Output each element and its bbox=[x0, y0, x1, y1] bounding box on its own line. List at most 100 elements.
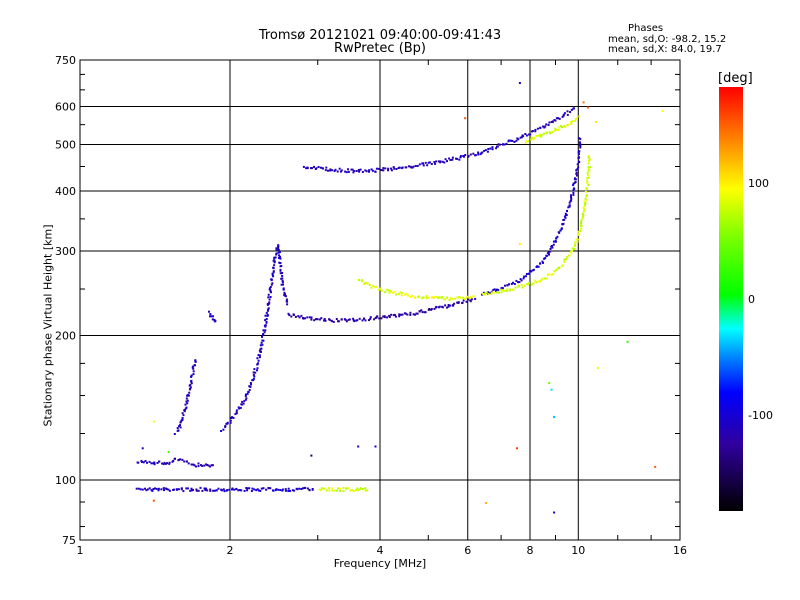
echo-point bbox=[421, 311, 424, 314]
echo-point bbox=[207, 464, 210, 467]
echo-point bbox=[328, 318, 331, 321]
echo-point bbox=[306, 316, 309, 319]
echo-point bbox=[342, 487, 345, 489]
echo-point bbox=[380, 289, 383, 292]
echo-point bbox=[661, 110, 664, 112]
echo-point bbox=[505, 142, 508, 145]
echo-point bbox=[574, 118, 577, 121]
echo-point bbox=[260, 347, 263, 350]
echo-point bbox=[192, 373, 195, 376]
echo-point bbox=[459, 296, 462, 299]
echo-point bbox=[181, 458, 184, 461]
echo-point bbox=[492, 291, 495, 294]
echo-point bbox=[220, 430, 223, 432]
echo-point bbox=[298, 487, 301, 490]
echo-point bbox=[586, 172, 589, 175]
echo-point bbox=[272, 270, 275, 273]
echo-point bbox=[481, 293, 484, 296]
echo-point bbox=[586, 181, 589, 184]
echo-point bbox=[330, 319, 333, 322]
echo-point bbox=[448, 157, 451, 160]
echo-point bbox=[177, 488, 180, 491]
echo-point bbox=[463, 155, 465, 158]
echo-point bbox=[562, 222, 565, 225]
echo-point bbox=[444, 298, 447, 301]
echo-point bbox=[249, 386, 252, 388]
echo-point bbox=[269, 296, 272, 298]
echo-point bbox=[355, 319, 358, 322]
echo-point bbox=[242, 402, 245, 405]
echo-point bbox=[586, 106, 589, 109]
echo-point bbox=[524, 275, 527, 278]
echo-point bbox=[457, 301, 460, 304]
echo-point bbox=[553, 129, 556, 132]
echo-point bbox=[401, 292, 404, 294]
echo-point bbox=[503, 143, 506, 146]
echo-point bbox=[424, 161, 427, 164]
echo-point bbox=[539, 133, 541, 136]
echo-point bbox=[444, 158, 447, 161]
echo-point bbox=[563, 259, 566, 262]
echo-point bbox=[246, 487, 249, 490]
echo-point bbox=[584, 203, 587, 206]
echo-point bbox=[286, 300, 289, 303]
echo-point bbox=[331, 489, 334, 492]
echo-point bbox=[469, 153, 472, 156]
echo-point bbox=[141, 461, 143, 463]
echo-point bbox=[370, 168, 373, 171]
echo-point bbox=[239, 406, 242, 409]
echo-point bbox=[206, 489, 209, 492]
echo-point bbox=[237, 406, 240, 409]
echo-point bbox=[414, 296, 417, 299]
echo-point bbox=[583, 204, 586, 207]
echo-point bbox=[398, 313, 401, 316]
echo-point bbox=[347, 318, 350, 321]
echo-point bbox=[168, 489, 171, 492]
echo-point bbox=[572, 191, 575, 194]
echo-point bbox=[352, 490, 355, 492]
echo-point bbox=[250, 383, 252, 386]
echo-point bbox=[495, 288, 498, 291]
echo-point bbox=[308, 316, 311, 319]
echo-point bbox=[566, 113, 569, 116]
echo-point bbox=[358, 170, 361, 173]
echo-point bbox=[214, 489, 216, 492]
phase-colorbar bbox=[719, 87, 743, 511]
echo-point bbox=[580, 224, 583, 227]
echo-point bbox=[371, 169, 374, 172]
echo-point bbox=[483, 293, 486, 296]
echo-point bbox=[250, 490, 253, 492]
echo-point bbox=[192, 370, 195, 373]
stats-o-line: mean, sd,O: -98.2, 15.2 bbox=[608, 34, 727, 45]
echo-point bbox=[267, 308, 270, 311]
echo-point bbox=[469, 300, 472, 303]
echo-point bbox=[327, 487, 330, 490]
y-tick-label: 500 bbox=[55, 139, 76, 152]
echo-point bbox=[337, 320, 340, 323]
echo-point bbox=[209, 313, 212, 316]
echo-point bbox=[559, 229, 562, 232]
echo-point bbox=[474, 154, 477, 157]
echo-point bbox=[569, 111, 572, 113]
echo-point bbox=[339, 490, 342, 492]
echo-point bbox=[337, 487, 340, 490]
echo-point bbox=[223, 490, 226, 493]
echo-point bbox=[570, 199, 573, 202]
echo-point bbox=[361, 171, 364, 173]
echo-point bbox=[487, 293, 490, 296]
echo-point bbox=[246, 392, 249, 395]
echo-point bbox=[525, 134, 528, 137]
echo-point bbox=[424, 311, 427, 314]
echo-point bbox=[330, 487, 333, 490]
echo-point bbox=[264, 319, 267, 322]
echo-point bbox=[406, 313, 409, 316]
echo-point bbox=[304, 317, 306, 320]
echo-point bbox=[284, 295, 287, 298]
echo-point bbox=[235, 409, 238, 412]
echo-point bbox=[339, 170, 342, 173]
echo-point bbox=[520, 136, 523, 139]
echo-point bbox=[563, 258, 566, 261]
echo-point bbox=[558, 126, 561, 129]
echo-point bbox=[427, 296, 430, 299]
echo-point bbox=[189, 386, 192, 389]
